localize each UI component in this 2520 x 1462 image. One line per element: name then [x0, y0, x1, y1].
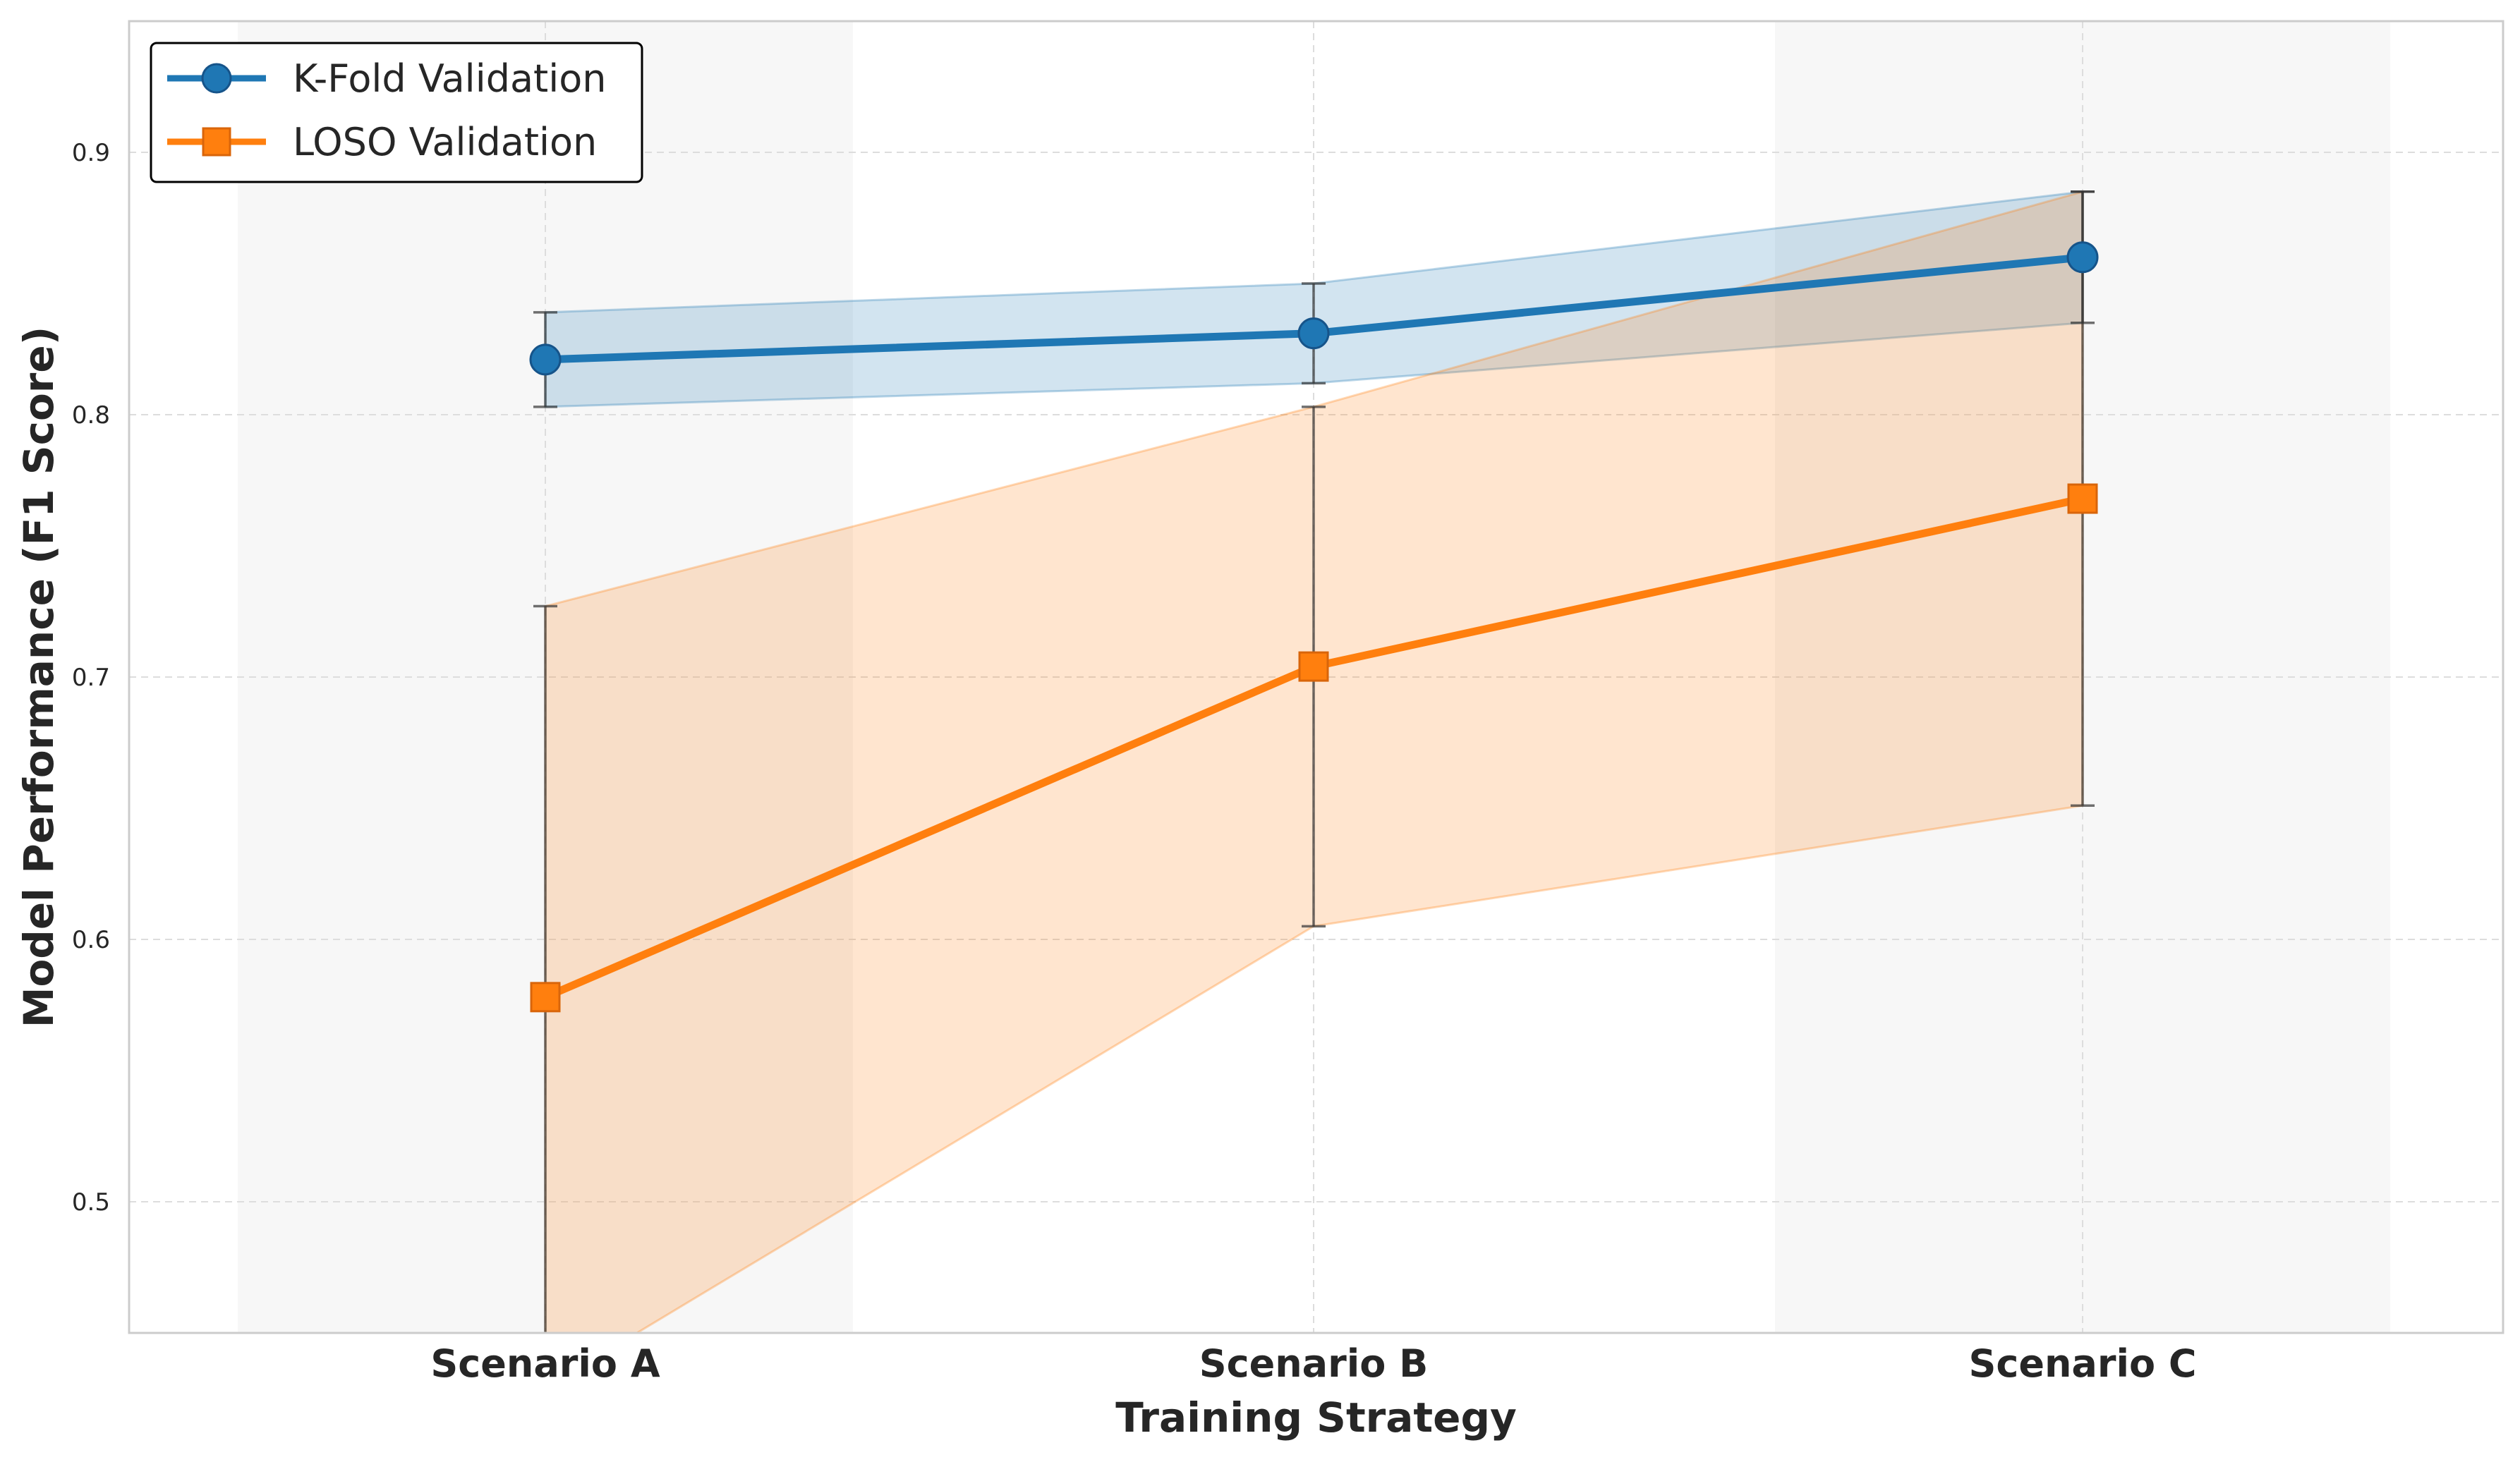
data-point-k-fold-scenario-c	[2066, 241, 2099, 274]
data-point-loso-scenario-c	[2067, 483, 2098, 514]
y-tick-label-0-5: 0.5	[72, 1188, 110, 1217]
y-tick-label-0-8: 0.8	[72, 401, 110, 430]
legend-label-loso: LOSO Validation	[293, 120, 597, 164]
x-tick-label-scenario-a: Scenario A	[430, 1341, 660, 1386]
data-point-loso-scenario-a	[530, 982, 561, 1013]
legend-entry-k-fold: K-Fold Validation	[167, 56, 607, 101]
legend-box	[150, 42, 643, 183]
x-axis-title: Training Strategy	[1115, 1394, 1517, 1442]
y-axis-ticks: 0.5 0.6 0.7 0.8 0.9	[72, 139, 110, 1217]
x-axis-ticks: Scenario A Scenario B Scenario C	[430, 1341, 2196, 1386]
y-tick-label-0-6: 0.6	[72, 926, 110, 954]
series-markers	[529, 241, 2099, 1013]
legend-entry-loso: LOSO Validation	[167, 120, 597, 164]
x-tick-label-scenario-b: Scenario B	[1199, 1341, 1429, 1386]
y-tick-label-0-7: 0.7	[72, 664, 110, 692]
data-point-k-fold-scenario-b	[1297, 317, 1330, 350]
x-tick-label-scenario-c: Scenario C	[1968, 1341, 2196, 1386]
data-point-k-fold-scenario-a	[529, 343, 562, 376]
plot-frame	[128, 20, 2504, 1334]
legend-marker-loso	[202, 127, 231, 157]
y-tick-label-0-9: 0.9	[72, 139, 110, 167]
legend-label-k-fold: K-Fold Validation	[293, 56, 607, 101]
y-axis-title: Model Performance (F1 Score)	[15, 327, 63, 1028]
data-point-loso-scenario-b	[1298, 651, 1329, 682]
legend: K-Fold Validation LOSO Validation	[150, 42, 643, 183]
legend-marker-k-fold	[201, 63, 232, 94]
